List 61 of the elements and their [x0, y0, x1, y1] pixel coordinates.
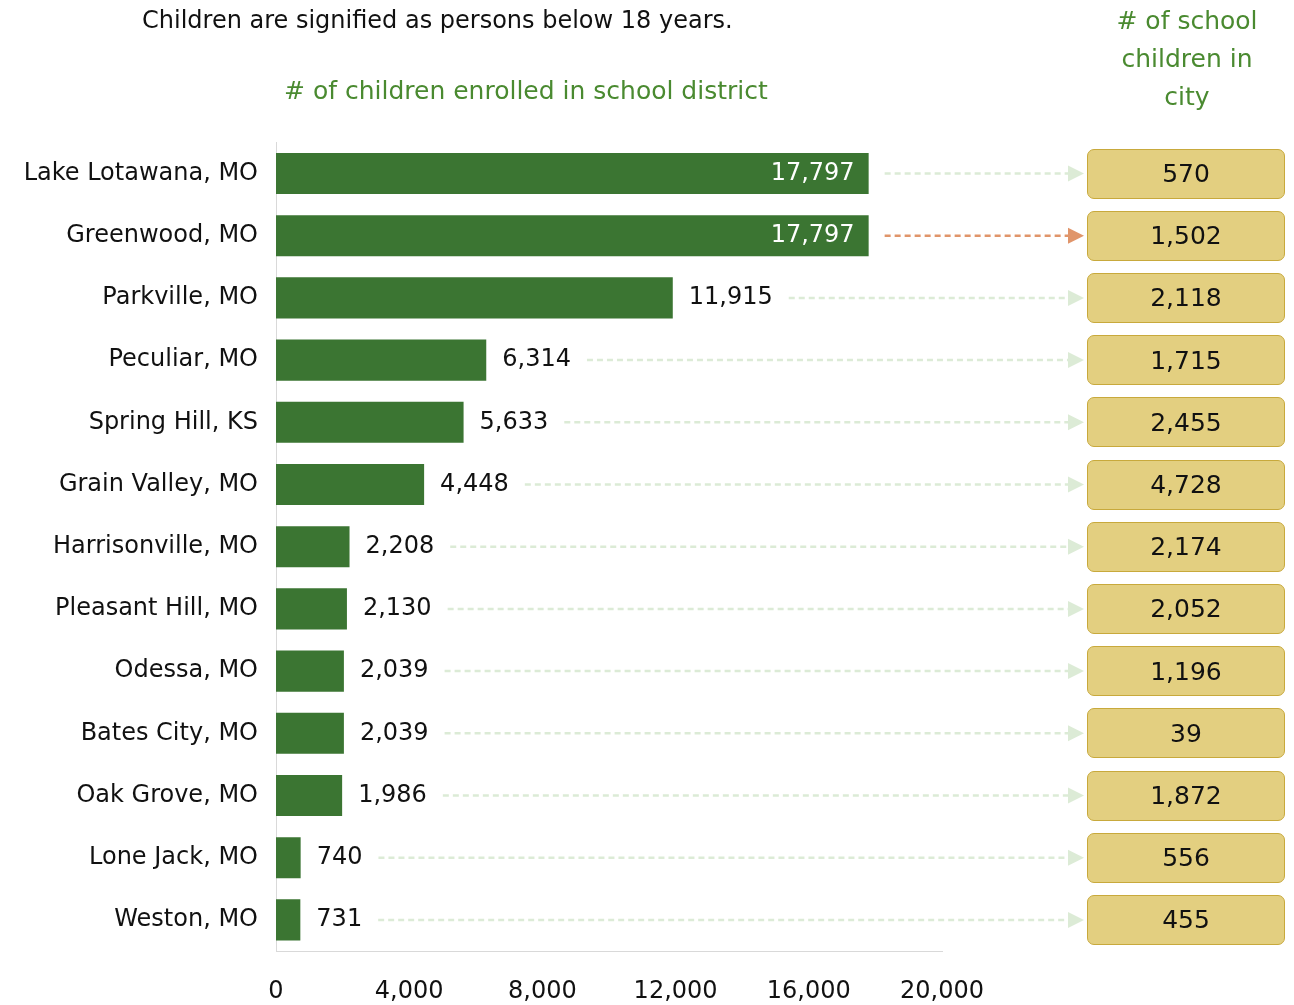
data-label: 2,130 [362, 593, 432, 622]
y-tick-label: Peculiar, MO [108, 344, 258, 373]
y-tick-label: Greenwood, MO [66, 219, 258, 248]
data-label: 731 [316, 904, 363, 933]
bar [276, 588, 347, 630]
x-tick-label: 8,000 [508, 975, 577, 1004]
data-label: 17,797 [770, 219, 855, 248]
y-tick-label: Lake Lotawana, MO [23, 157, 258, 186]
y-tick-label: Odessa, MO [114, 655, 258, 684]
bar [276, 650, 344, 692]
y-tick-label: Pleasant Hill, MO [55, 593, 258, 622]
data-label: 39 [1087, 708, 1285, 759]
data-label: 455 [1087, 894, 1285, 945]
y-tick-label: Parkville, MO [102, 282, 258, 311]
bar [276, 899, 301, 941]
y-tick-label: Grain Valley, MO [58, 468, 258, 497]
bar [276, 774, 343, 817]
data-label: 4,728 [1087, 459, 1285, 510]
x-axis-title: # of children enrolled in school district [284, 76, 768, 105]
data-label: 1,502 [1087, 210, 1285, 261]
bar [276, 712, 344, 754]
bar [276, 401, 464, 443]
data-label: 570 [1087, 148, 1285, 199]
x-tick-label: 4,000 [374, 975, 444, 1004]
y-tick-label: Bates City, MO [80, 717, 258, 746]
bar [276, 339, 487, 381]
data-label: 2,039 [359, 655, 429, 684]
data-label: 6,314 [502, 344, 571, 373]
data-label: 17,797 [770, 157, 855, 186]
chart-subtitle: Children are signified as persons below 18 years. [142, 6, 733, 34]
text: # of school children in city [1115, 5, 1259, 113]
data-label: 11,915 [688, 282, 773, 311]
data-label: 5,633 [479, 406, 549, 435]
bar [276, 837, 301, 879]
x-tick-label: 16,000 [766, 975, 851, 1004]
data-label: 556 [1087, 832, 1285, 883]
x-tick-label: 20,000 [900, 975, 984, 1004]
data-label: 4,448 [440, 468, 509, 497]
data-label: 1,715 [1087, 335, 1285, 386]
y-tick-label: Lone Jack, MO [89, 841, 258, 870]
data-label: 1,986 [358, 779, 427, 808]
data-label: 2,174 [1087, 521, 1285, 572]
bar [276, 463, 425, 506]
x-tick-label: 12,000 [633, 975, 718, 1004]
data-label: 2,039 [359, 717, 429, 746]
data-label: 2,455 [1087, 397, 1285, 448]
data-label: 1,872 [1087, 770, 1285, 821]
x-tick-label: 0 [268, 975, 284, 1004]
data-label: 2,052 [1087, 583, 1285, 634]
bar [276, 152, 869, 195]
y-tick-label: Oak Grove, MO [76, 779, 258, 808]
y-tick-label: Weston, MO [114, 904, 258, 933]
bar [276, 277, 673, 319]
data-label: 740 [316, 841, 363, 870]
bar [276, 215, 869, 257]
y-tick-label: Harrisonville, MO [53, 530, 258, 559]
bar [276, 526, 350, 568]
data-label: 1,196 [1087, 646, 1285, 697]
data-label: 2,118 [1087, 272, 1285, 323]
data-label: 2,208 [365, 530, 435, 559]
y-tick-label: Spring Hill, KS [88, 406, 258, 435]
